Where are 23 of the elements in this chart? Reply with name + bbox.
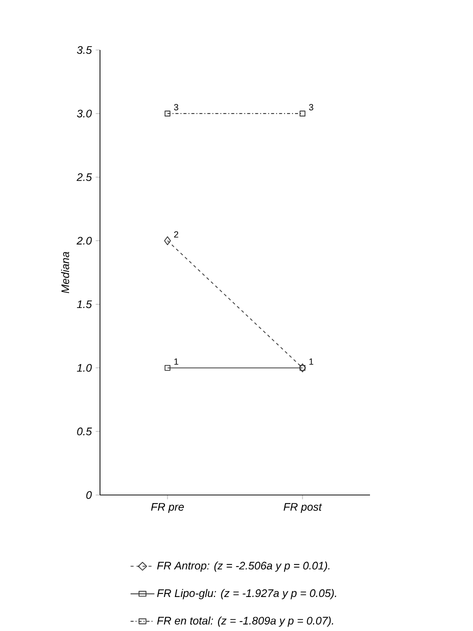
point [164,236,171,246]
point [164,364,170,371]
legend-label: FR en total: (z = -1.809a y p = 0.07). [157,616,334,627]
data-label: 2 [174,231,178,238]
y-tick-label: 3.5 [76,46,92,54]
data-label: 1 [309,358,314,365]
data-label: 1 [174,358,178,365]
y-tick-label: 0 [86,491,92,499]
legend-label: FR Antrop: (z = -2.506a y p = 0.01). [157,561,330,572]
data-label: 3 [309,104,314,110]
x-tick-label: FR post [284,503,322,513]
y-tick-label: 1.0 [76,364,92,372]
point [164,110,170,116]
data-label: 3 [174,104,178,110]
y-tick-label: 2.5 [76,173,92,182]
point [300,110,306,116]
y-tick-label: 1.5 [76,300,92,308]
y-tick-label: 3.0 [76,110,92,118]
legend-label: FR Lipo-glu: (z = -1.927a y p = 0.05). [157,589,336,600]
y-axis-title: Mediana [61,252,70,294]
x-tick-label: FR pre [151,503,184,513]
y-tick-label: 0.5 [77,428,92,436]
y-tick-label: 2.0 [76,236,92,245]
